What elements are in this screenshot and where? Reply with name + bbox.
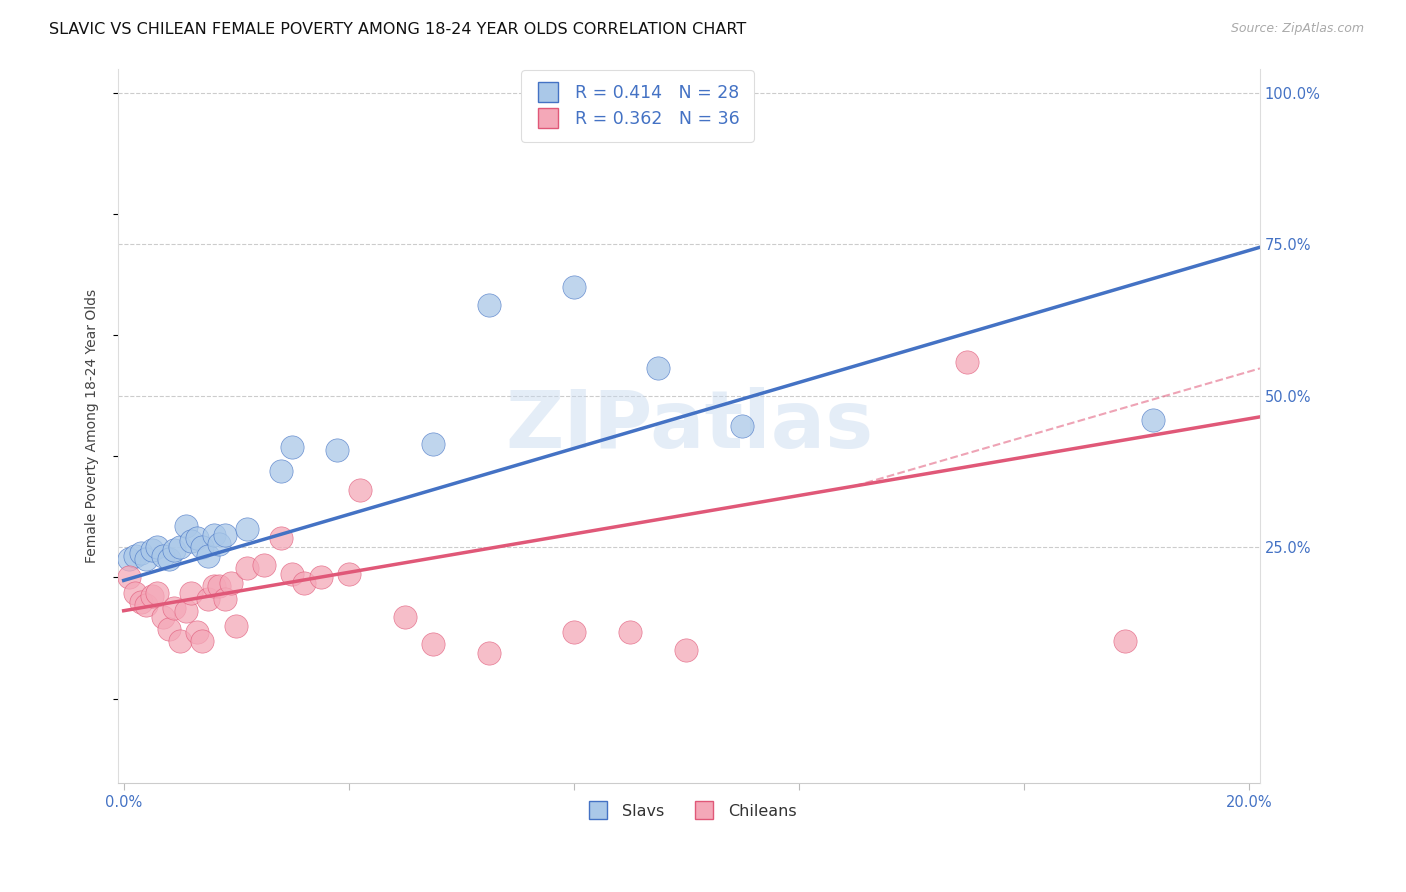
Point <box>191 634 214 648</box>
Point <box>1114 634 1136 648</box>
Y-axis label: Female Poverty Among 18-24 Year Olds: Female Poverty Among 18-24 Year Olds <box>86 289 100 563</box>
Point <box>124 585 146 599</box>
Point <box>281 567 304 582</box>
Point <box>191 540 214 554</box>
Point <box>129 594 152 608</box>
Point <box>731 419 754 434</box>
Point <box>163 543 186 558</box>
Point <box>422 437 444 451</box>
Point <box>169 540 191 554</box>
Point <box>157 552 180 566</box>
Point <box>956 355 979 369</box>
Point <box>326 443 349 458</box>
Point <box>124 549 146 564</box>
Point <box>152 549 174 564</box>
Point <box>152 609 174 624</box>
Point <box>208 580 231 594</box>
Point <box>236 522 259 536</box>
Point <box>270 531 292 545</box>
Point <box>1142 413 1164 427</box>
Point <box>675 643 697 657</box>
Point <box>135 552 157 566</box>
Point <box>174 604 197 618</box>
Legend: Slavs, Chileans: Slavs, Chileans <box>575 797 803 825</box>
Point <box>186 624 208 639</box>
Point <box>253 558 276 573</box>
Point <box>146 585 169 599</box>
Point <box>562 279 585 293</box>
Point <box>202 580 225 594</box>
Point <box>180 585 202 599</box>
Point <box>647 361 669 376</box>
Point <box>118 570 141 584</box>
Point <box>236 561 259 575</box>
Point <box>309 570 332 584</box>
Point <box>214 591 236 606</box>
Point <box>197 549 219 564</box>
Point <box>281 440 304 454</box>
Point <box>292 576 315 591</box>
Point <box>141 543 163 558</box>
Text: SLAVIC VS CHILEAN FEMALE POVERTY AMONG 18-24 YEAR OLDS CORRELATION CHART: SLAVIC VS CHILEAN FEMALE POVERTY AMONG 1… <box>49 22 747 37</box>
Point <box>141 589 163 603</box>
Point <box>394 609 416 624</box>
Point <box>146 540 169 554</box>
Point <box>214 528 236 542</box>
Point <box>202 528 225 542</box>
Point <box>135 598 157 612</box>
Point <box>562 624 585 639</box>
Point <box>169 634 191 648</box>
Point <box>208 537 231 551</box>
Point <box>619 624 641 639</box>
Point <box>337 567 360 582</box>
Point <box>219 576 242 591</box>
Point <box>186 531 208 545</box>
Point <box>129 546 152 560</box>
Text: Source: ZipAtlas.com: Source: ZipAtlas.com <box>1230 22 1364 36</box>
Point <box>197 591 219 606</box>
Point <box>478 298 501 312</box>
Point <box>157 622 180 636</box>
Point <box>349 483 371 497</box>
Point <box>270 464 292 478</box>
Point <box>422 637 444 651</box>
Point <box>118 552 141 566</box>
Point <box>180 534 202 549</box>
Point <box>174 519 197 533</box>
Point <box>225 619 247 633</box>
Point <box>478 646 501 660</box>
Text: ZIPatlas: ZIPatlas <box>505 387 873 465</box>
Point <box>163 600 186 615</box>
